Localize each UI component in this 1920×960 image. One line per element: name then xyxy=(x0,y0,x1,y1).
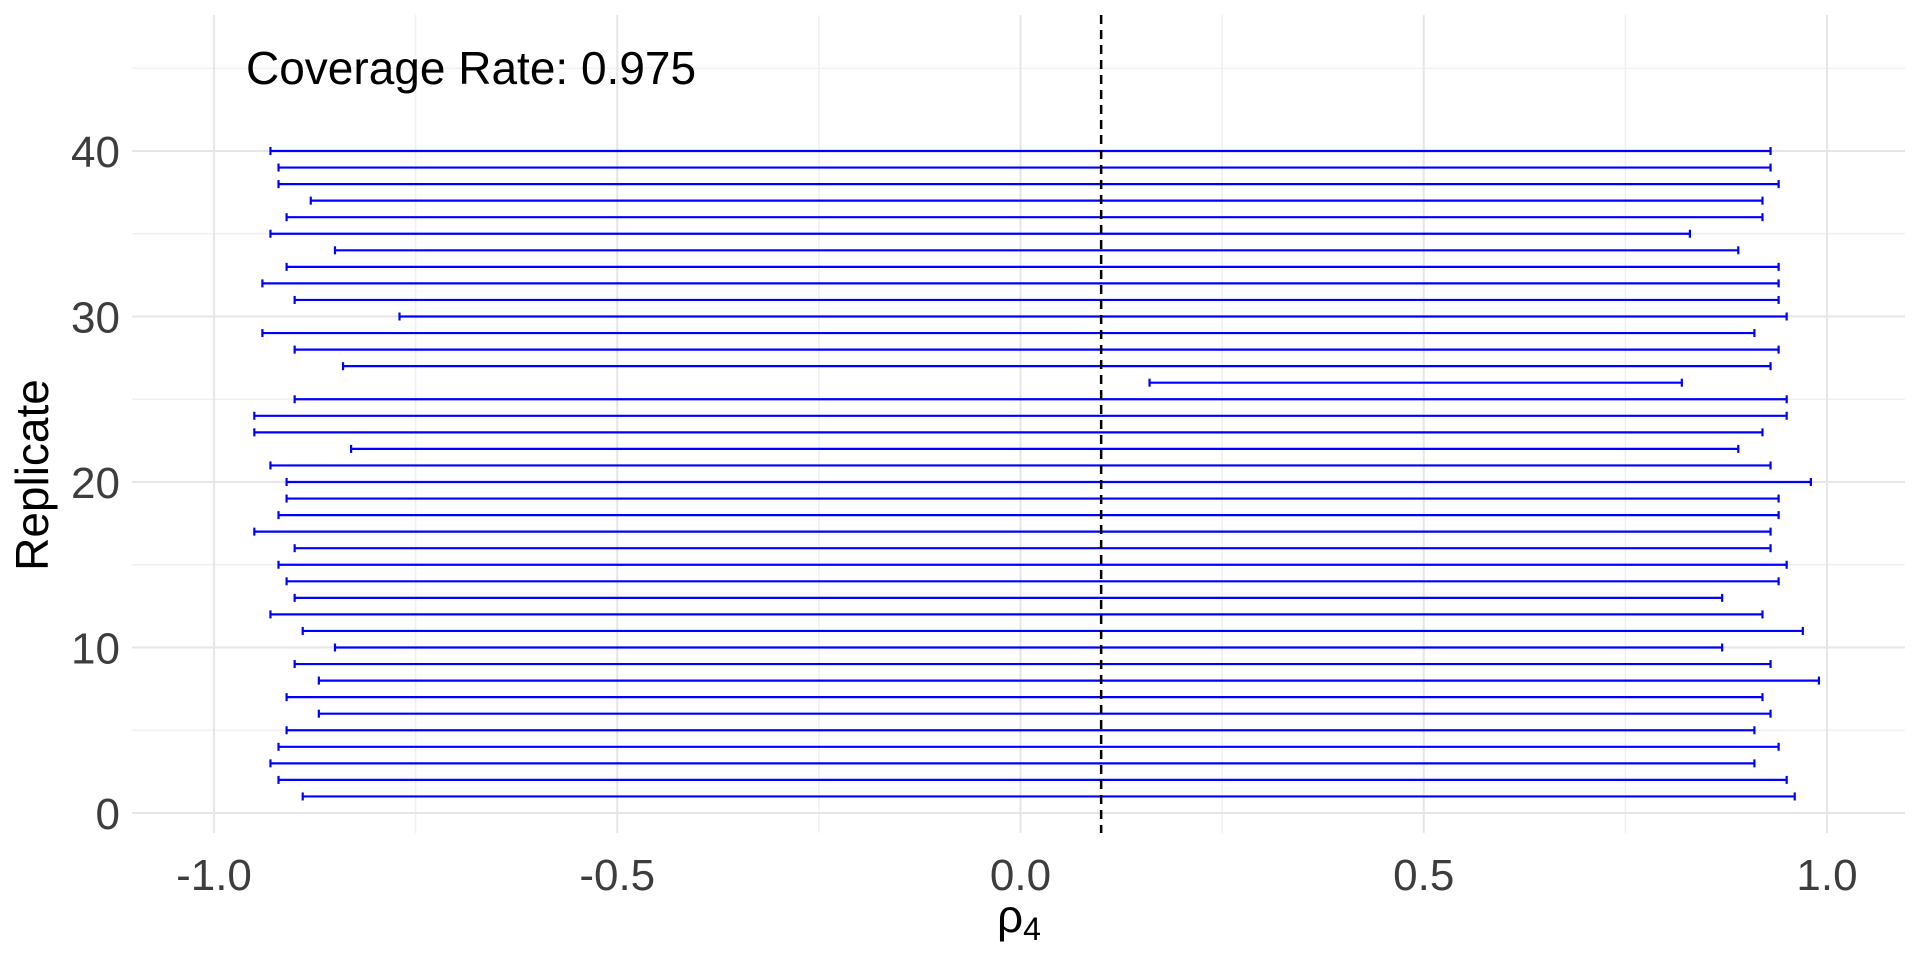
interval-replicate-29 xyxy=(261,329,1756,338)
x-tick-label: 1.0 xyxy=(1796,851,1857,900)
interval-replicate-36 xyxy=(285,213,1764,222)
interval-replicate-6 xyxy=(317,709,1772,718)
major-gridlines xyxy=(132,15,1905,833)
interval-replicate-33 xyxy=(285,262,1780,271)
interval-replicate-14 xyxy=(285,577,1780,586)
interval-replicate-22 xyxy=(350,444,1740,453)
interval-replicate-8 xyxy=(317,676,1821,685)
interval-replicate-3 xyxy=(269,759,1756,768)
interval-replicate-39 xyxy=(277,163,1772,172)
interval-replicate-30 xyxy=(398,312,1788,321)
interval-replicate-1 xyxy=(301,792,1796,801)
interval-replicate-4 xyxy=(277,742,1780,751)
interval-replicate-35 xyxy=(269,229,1691,238)
x-axis-title: ρ4 xyxy=(997,890,1041,947)
interval-replicate-13 xyxy=(293,593,1724,602)
interval-replicate-21 xyxy=(269,461,1772,470)
interval-replicate-18 xyxy=(277,511,1780,520)
interval-replicate-37 xyxy=(309,196,1764,205)
x-axis-tick-labels: -1.0 -0.5 0.0 0.5 1.0 xyxy=(176,851,1858,900)
y-axis-title: Replicate xyxy=(6,379,58,571)
x-tick-label: -0.5 xyxy=(579,851,655,900)
interval-replicate-19 xyxy=(285,494,1780,503)
interval-replicate-32 xyxy=(261,279,1780,288)
interval-replicate-17 xyxy=(253,527,1772,536)
interval-replicate-34 xyxy=(333,246,1740,255)
x-tick-label: 0.5 xyxy=(1393,851,1454,900)
interval-replicate-9 xyxy=(293,660,1772,669)
confidence-intervals xyxy=(253,147,1821,801)
interval-replicate-31 xyxy=(293,295,1780,304)
interval-replicate-27 xyxy=(341,362,1772,371)
interval-replicate-7 xyxy=(285,693,1764,702)
interval-replicate-28 xyxy=(293,345,1780,354)
interval-replicate-40 xyxy=(269,147,1772,155)
y-tick-label: 20 xyxy=(71,459,120,508)
x-tick-label: -1.0 xyxy=(176,851,252,900)
interval-replicate-10 xyxy=(333,643,1724,652)
y-tick-label: 30 xyxy=(71,294,120,343)
interval-replicate-16 xyxy=(293,544,1772,553)
x-tick-label: 0.0 xyxy=(990,851,1051,900)
interval-replicate-25 xyxy=(293,395,1788,404)
interval-replicate-38 xyxy=(277,180,1780,189)
coverage-rate-annotation: Coverage Rate: 0.975 xyxy=(246,42,696,94)
interval-replicate-12 xyxy=(269,610,1764,619)
interval-replicate-24 xyxy=(253,411,1788,420)
y-tick-label: 40 xyxy=(71,128,120,177)
y-tick-label: 10 xyxy=(71,625,120,674)
interval-replicate-2 xyxy=(277,775,1788,784)
interval-replicate-5 xyxy=(285,726,1756,735)
interval-replicate-20 xyxy=(285,478,1812,486)
y-axis-tick-labels: 0 10 20 30 40 xyxy=(71,128,120,839)
interval-replicate-15 xyxy=(277,560,1788,569)
x-axis-title-symbol: ρ xyxy=(997,890,1023,942)
minor-gridlines xyxy=(132,15,1905,833)
interval-replicate-23 xyxy=(253,428,1764,437)
interval-replicate-26 xyxy=(1148,378,1683,387)
interval-replicate-11 xyxy=(301,626,1804,635)
x-axis-title-subscript: 4 xyxy=(1023,911,1041,947)
y-tick-label: 0 xyxy=(96,790,120,839)
